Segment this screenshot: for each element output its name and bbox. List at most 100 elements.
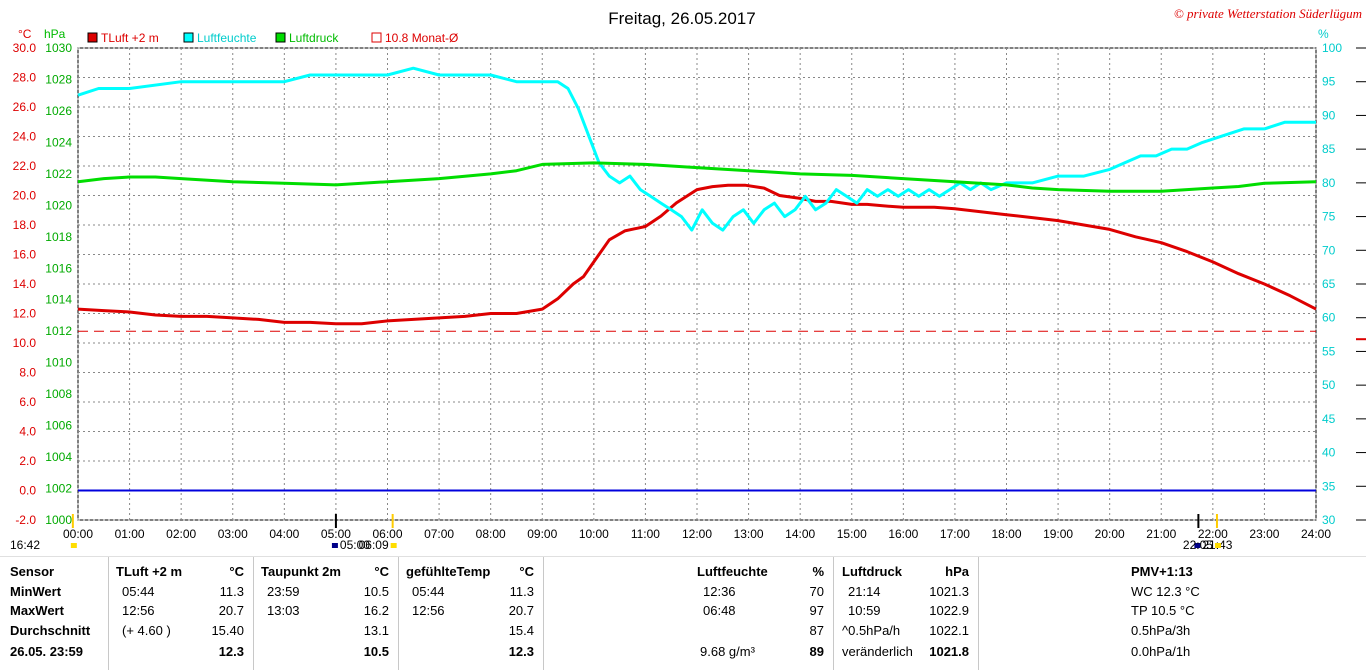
temp-tick-label: 8.0 [19, 366, 36, 380]
feuchte-now-value: 89 [809, 644, 824, 659]
druck-unit: hPa [945, 564, 969, 579]
pmv-pressure-1h: 0.0hPa/1h [1131, 644, 1191, 659]
hum-tick-label: 100 [1322, 41, 1342, 55]
sensor-header: Sensor [10, 564, 55, 579]
chart-series [77, 66, 1366, 492]
press-tick-label: 1022 [45, 167, 72, 181]
gefuehlt-unit: °C [519, 564, 534, 579]
x-tick-label: 15:00 [837, 527, 867, 541]
hum-tick-label: 95 [1322, 75, 1336, 89]
temp-tick-label: 0.0 [19, 484, 36, 498]
temp-tick-label: 14.0 [13, 277, 37, 291]
hum-tick-label: 55 [1322, 344, 1336, 358]
temp-tick-label: 4.0 [19, 425, 36, 439]
x-tick-label: 17:00 [940, 527, 970, 541]
hum-tick-label: 45 [1322, 412, 1336, 426]
tluft-min-value: 11.3 [219, 584, 244, 599]
tluft-header: TLuft +2 m [116, 564, 183, 579]
x-tick-label: 02:00 [166, 527, 196, 541]
feuchte-header: Luftfeuchte [697, 564, 768, 579]
x-tick-label: 24:00 [1301, 527, 1331, 541]
gefuehlt-min-time: 05:44 [412, 584, 445, 599]
tluft-avg-value: 15.40 [211, 623, 244, 638]
press-tick-label: 1012 [45, 324, 72, 338]
taupunkt-max-value: 16.2 [363, 603, 389, 618]
hum-unit-label: % [1318, 27, 1329, 41]
taupunkt-min-value: 10.5 [363, 584, 389, 599]
series-luftdruck [77, 161, 1317, 193]
x-tick-label: 09:00 [527, 527, 557, 541]
x-tick-label: 06:00 [372, 527, 402, 541]
press-tick-label: 1030 [45, 41, 72, 55]
x-tick-label: 20:00 [1095, 527, 1125, 541]
tluft-avg-note: (+ 4.60 ) [122, 623, 171, 638]
druck-trend: ^0.5hPa/h [842, 623, 901, 638]
row-label-max: MaxWert [10, 603, 64, 618]
sun-event-label: 05:00 [340, 538, 370, 552]
y-axis-ticks: 30.0 28.0 26.0 24.0 22.0 20.0 18.0 16.0 14.0 12.0… [13, 41, 1366, 527]
x-tick-label: 16:00 [888, 527, 918, 541]
press-tick-label: 1006 [45, 419, 72, 433]
sun-event-icon [390, 543, 397, 548]
gefuehlt-avg-value: 15.4 [508, 623, 534, 638]
x-tick-label: 00:00 [63, 527, 93, 541]
gefuehlt-min-value: 11.3 [509, 584, 534, 599]
press-tick-label: 1018 [45, 230, 72, 244]
gefuehlt-now-value: 12.3 [508, 644, 534, 659]
series-luftfeuchte [77, 66, 1316, 232]
x-tick-label: 21:00 [1146, 527, 1176, 541]
temp-tick-label: 2.0 [19, 454, 36, 468]
hum-tick-label: 30 [1322, 513, 1336, 527]
press-tick-label: 1014 [45, 293, 72, 307]
temp-tick-label: 28.0 [13, 71, 37, 85]
druck-max-time: 10:59 [848, 603, 881, 618]
press-tick-label: 1028 [45, 72, 72, 86]
chart-grid [77, 47, 1317, 521]
press-tick-label: 1020 [45, 198, 72, 212]
taupunkt-max-time: 13:03 [267, 603, 300, 618]
press-tick-label: 1026 [45, 104, 72, 118]
x-axis-ticks: 00:00 01:00 02:00 03:00 04:00 05:00 06:00 07:00… [63, 527, 1331, 541]
temp-tick-label: 30.0 [13, 41, 37, 55]
press-tick-label: 1000 [45, 513, 72, 527]
tluft-max-time: 12:56 [122, 603, 155, 618]
temp-tick-label: 26.0 [13, 100, 37, 114]
temp-tick-label: 6.0 [19, 395, 36, 409]
sun-event-icon [70, 543, 77, 548]
x-tick-label: 13:00 [734, 527, 764, 541]
x-tick-label: 08:00 [476, 527, 506, 541]
tluft-now-value: 12.3 [218, 644, 244, 659]
press-tick-label: 1024 [45, 135, 72, 149]
x-tick-label: 11:00 [631, 527, 660, 541]
x-tick-label: 03:00 [218, 527, 248, 541]
sun-event-icon [1214, 543, 1221, 548]
temp-tick-label: 24.0 [13, 130, 37, 144]
taupunkt-header: Taupunkt 2m [261, 564, 341, 579]
row-label-min: MinWert [10, 584, 62, 599]
hum-tick-label: 40 [1322, 446, 1336, 460]
druck-now-value: 1021.8 [929, 644, 969, 659]
stats-table: Sensor MinWert MaxWert Durchschnitt 26.0… [0, 556, 1366, 670]
feuchte-absolute: 9.68 g/m³ [700, 644, 755, 659]
legend-swatch [87, 32, 98, 43]
temp-tick-label: 10.0 [13, 336, 37, 350]
pmv-header: PMV+1:13 [1131, 564, 1193, 579]
sun-event-icon [1194, 543, 1201, 548]
temp-tick-label: 12.0 [13, 307, 37, 321]
x-tick-label: 12:00 [682, 527, 712, 541]
hum-tick-label: 60 [1322, 311, 1336, 325]
druck-min-time: 21:14 [848, 584, 881, 599]
x-tick-label: 10:00 [579, 527, 609, 541]
feuchte-max-time: 06:48 [703, 603, 736, 618]
taupunkt-min-time: 23:59 [267, 584, 300, 599]
legend-label: Luftdruck [289, 31, 339, 45]
sun-event-label: 22:05 [1183, 538, 1213, 552]
temp-tick-label: 18.0 [13, 218, 37, 232]
row-label-now: 26.05. 23:59 [10, 644, 84, 659]
sun-event-icon [331, 543, 338, 548]
temp-tick-label: 22.0 [13, 159, 37, 173]
press-tick-label: 1002 [45, 482, 72, 496]
legend-swatch [371, 32, 382, 43]
feuchte-unit: % [812, 564, 824, 579]
